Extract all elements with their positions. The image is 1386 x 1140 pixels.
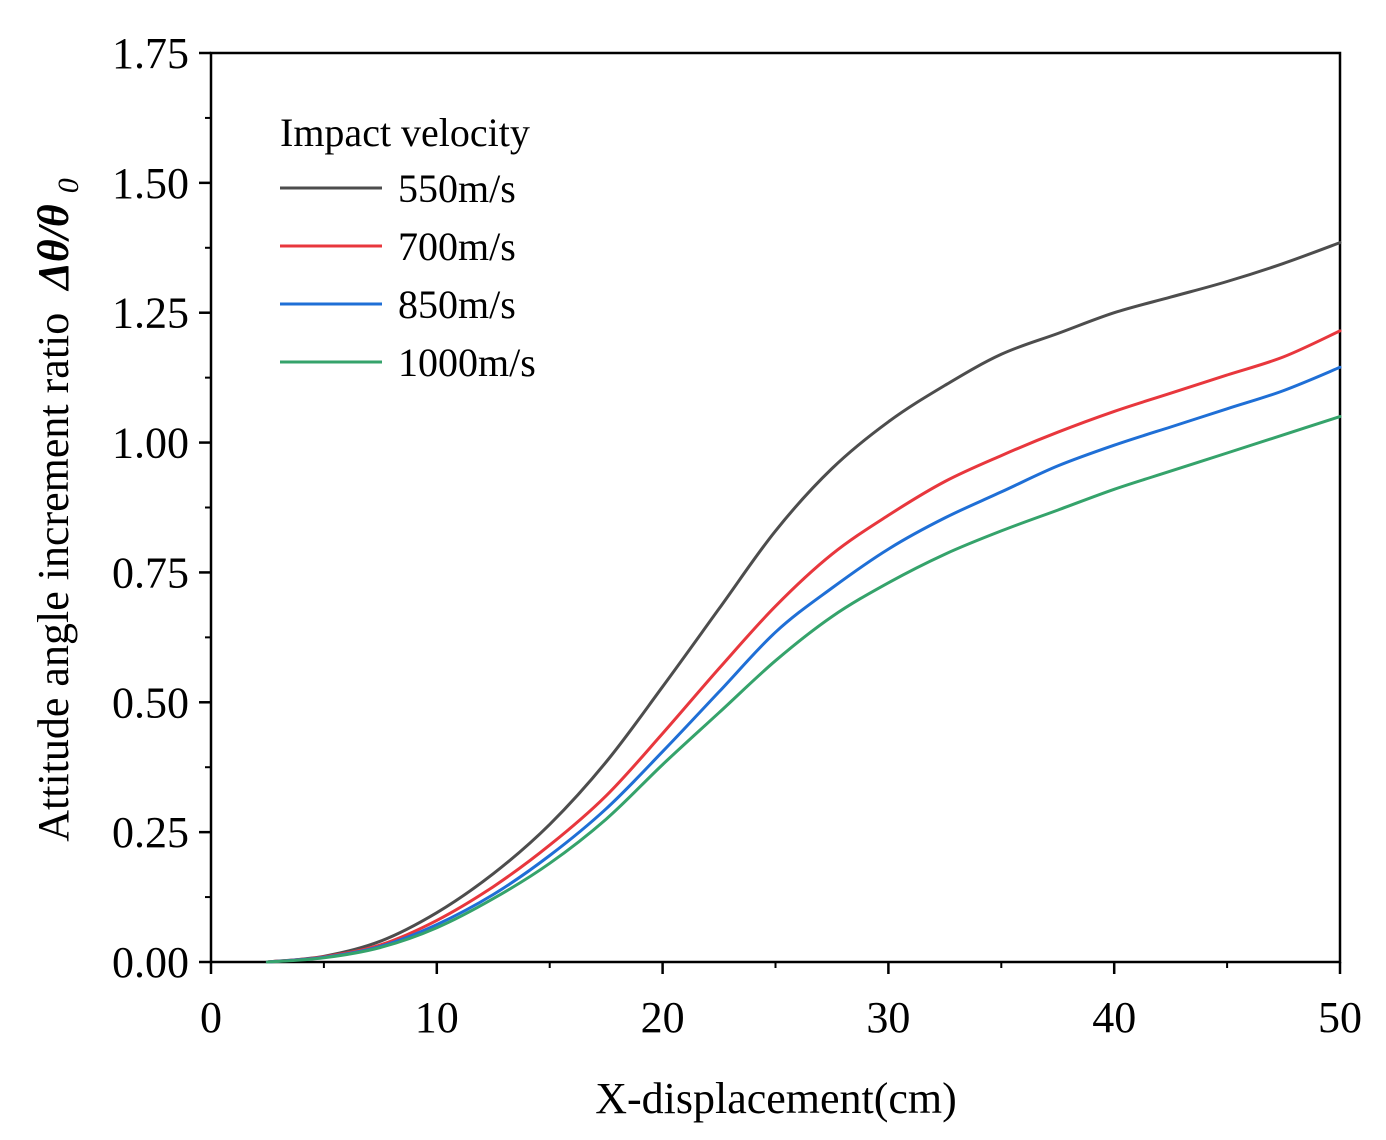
y-axis-title-subscript: 0 — [52, 178, 85, 193]
x-tick-label: 50 — [1318, 993, 1362, 1042]
legend: Impact velocity 550m/s 700m/s 850m/s 1000m/… — [280, 110, 536, 385]
y-tick-label: 1.50 — [112, 159, 189, 208]
y-tick-label: 0.75 — [112, 548, 189, 597]
y-tick-label: 0.25 — [112, 808, 189, 857]
y-axis-title-text: Attitude angle increment ratio — [29, 313, 78, 842]
x-tick-label: 20 — [641, 993, 685, 1042]
series-line-850ms — [265, 365, 1342, 964]
legend-label: 700m/s — [398, 224, 516, 269]
y-tick-label: 1.25 — [112, 289, 189, 338]
x-ticks: 0 10 20 30 40 50 — [200, 962, 1362, 1042]
series-line-550ms — [265, 241, 1342, 964]
x-tick-label: 40 — [1092, 993, 1136, 1042]
legend-label: 1000m/s — [398, 340, 536, 385]
y-axis-title: Attitude angle increment ratio Δθ/θ 0 — [29, 178, 85, 842]
x-tick-label: 10 — [415, 993, 459, 1042]
series-line-1000ms — [265, 415, 1342, 964]
y-tick-label: 1.00 — [112, 419, 189, 468]
x-axis-title: X-displacement(cm) — [595, 1074, 957, 1123]
y-tick-label: 0.00 — [112, 938, 189, 987]
y-axis-title-symbol: Δθ/θ — [29, 204, 78, 292]
legend-label: 550m/s — [398, 166, 516, 211]
x-tick-label: 0 — [200, 993, 222, 1042]
y-ticks: 0.00 0.25 0.50 0.75 1.00 1.25 1.50 1.75 — [112, 29, 211, 987]
y-tick-label: 1.75 — [112, 29, 189, 78]
x-tick-label: 30 — [866, 993, 910, 1042]
series-group — [265, 241, 1342, 964]
legend-title: Impact velocity — [280, 110, 530, 155]
series-line-700ms — [265, 329, 1342, 964]
legend-label: 850m/s — [398, 282, 516, 327]
y-tick-label: 0.50 — [112, 678, 189, 727]
